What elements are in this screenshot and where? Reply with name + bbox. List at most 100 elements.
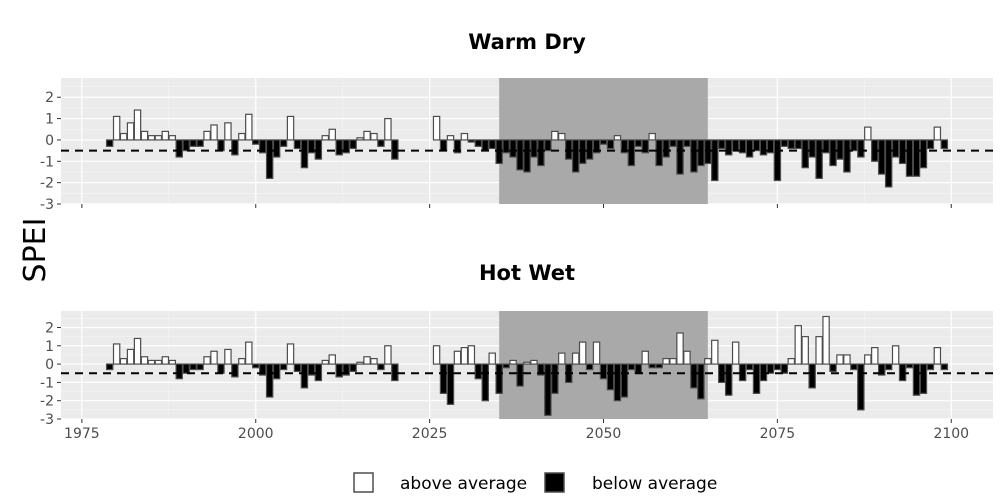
bar-below-average [940, 139, 949, 150]
bar-above-average [161, 356, 170, 365]
bar-below-average [571, 139, 580, 173]
bar-below-average [724, 363, 733, 396]
bar-above-average [363, 356, 371, 365]
bar-below-average [898, 139, 907, 165]
bar-below-average [731, 139, 740, 152]
x-tick-label: 2075 [760, 426, 796, 442]
bar-below-average [439, 363, 448, 394]
bar-below-average [537, 363, 545, 376]
bar-above-average [203, 356, 211, 365]
bar-above-average [154, 359, 163, 365]
bar-below-average [585, 363, 594, 371]
bar-above-average [224, 348, 232, 365]
bar-above-average [286, 343, 295, 365]
bar-below-average [175, 363, 183, 380]
bar-above-average [794, 325, 802, 365]
bar-below-average [446, 363, 455, 405]
legend-label-below: below average [592, 474, 717, 494]
bar-below-average [606, 139, 615, 150]
bar-below-average [252, 363, 260, 369]
bar-below-average [926, 363, 935, 371]
bar-above-average [711, 339, 719, 365]
bar-below-average [265, 363, 274, 398]
bar-below-average [780, 139, 789, 147]
bar-below-average [766, 139, 775, 154]
bar-above-average [933, 126, 942, 141]
y-tick-label: 2 [45, 320, 54, 336]
bar-above-average [147, 135, 156, 141]
bar-below-average [912, 363, 921, 396]
bar-below-average [307, 363, 316, 376]
bar-above-average [822, 315, 830, 365]
bar-above-average [891, 345, 900, 365]
bar-below-average [189, 363, 197, 371]
bar-above-average [140, 356, 149, 365]
bar-above-average [363, 130, 371, 141]
bar-above-average [530, 359, 538, 365]
y-tick-label: -1 [40, 375, 54, 391]
bar-below-average [634, 363, 643, 374]
bar-above-average [787, 357, 796, 365]
bar-below-average [683, 139, 691, 147]
bar-above-average [112, 343, 121, 365]
y-tick-label: 0 [45, 133, 54, 149]
x-tick-label: 1975 [64, 426, 100, 442]
bar-above-average [558, 352, 566, 365]
bar-below-average [794, 139, 802, 150]
bar-below-average [272, 139, 281, 158]
panel-title: Hot Wet [479, 261, 575, 285]
bar-below-average [884, 363, 893, 371]
bar-below-average [843, 139, 851, 173]
bar-above-average [328, 354, 336, 365]
bar-above-average [133, 337, 142, 365]
bar-above-average [648, 132, 656, 141]
bar-above-average [321, 359, 330, 365]
bar-above-average [224, 122, 232, 141]
bar-above-average [147, 359, 156, 365]
bar-below-average [850, 363, 858, 371]
y-tick-label: -2 [40, 394, 54, 410]
bar-below-average [279, 139, 288, 147]
legend-key-below [544, 472, 565, 493]
bar-below-average [850, 139, 858, 152]
bar-below-average [592, 139, 601, 154]
bar-below-average [502, 139, 510, 154]
bar-above-average [384, 345, 392, 365]
bar-below-average [877, 139, 886, 175]
bar-above-average [210, 350, 218, 365]
bar-above-average [384, 117, 392, 141]
bar-below-average [718, 139, 726, 150]
bar-below-average [724, 139, 733, 156]
bar-above-average [683, 350, 691, 365]
bar-below-average [349, 363, 357, 373]
bar-above-average [864, 126, 872, 141]
bar-below-average [676, 139, 684, 175]
bar-below-average [252, 139, 260, 145]
bar-below-average [523, 139, 531, 173]
bar-above-average [460, 132, 469, 141]
bar-above-average [613, 135, 622, 141]
bar-below-average [919, 139, 928, 169]
bar-above-average [203, 130, 211, 141]
bar-above-average [460, 347, 469, 365]
bar-above-average [446, 135, 455, 141]
bar-below-average [544, 139, 552, 152]
bar-below-average [182, 139, 190, 152]
bar-below-average [551, 363, 559, 394]
bar-above-average [432, 345, 441, 365]
bar-below-average [300, 363, 309, 389]
panel-warm-dry: Warm Dry -3 -2 -1 0 1 2 [40, 30, 993, 213]
bar-above-average [370, 132, 378, 141]
y-tick-label: -2 [40, 176, 54, 192]
y-tick-label: 1 [45, 112, 54, 128]
bar-below-average [655, 139, 663, 167]
bar-below-average [217, 139, 225, 152]
bar-below-average [105, 363, 114, 371]
bar-above-average [370, 357, 378, 365]
bar-below-average [627, 139, 636, 167]
bar-below-average [815, 139, 823, 179]
panel-hot-wet: Hot Wet -3 -2 -1 0 1 2 1975 2000 2025 2050 2075 2100 [40, 261, 993, 442]
bar-below-average [857, 363, 865, 411]
bar-below-average [453, 139, 462, 154]
y-tick-label: -3 [40, 197, 54, 213]
